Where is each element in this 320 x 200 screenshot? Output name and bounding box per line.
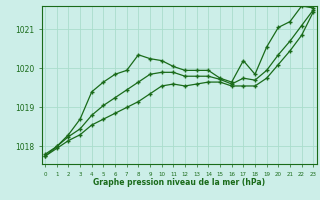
X-axis label: Graphe pression niveau de la mer (hPa): Graphe pression niveau de la mer (hPa)	[93, 178, 265, 187]
